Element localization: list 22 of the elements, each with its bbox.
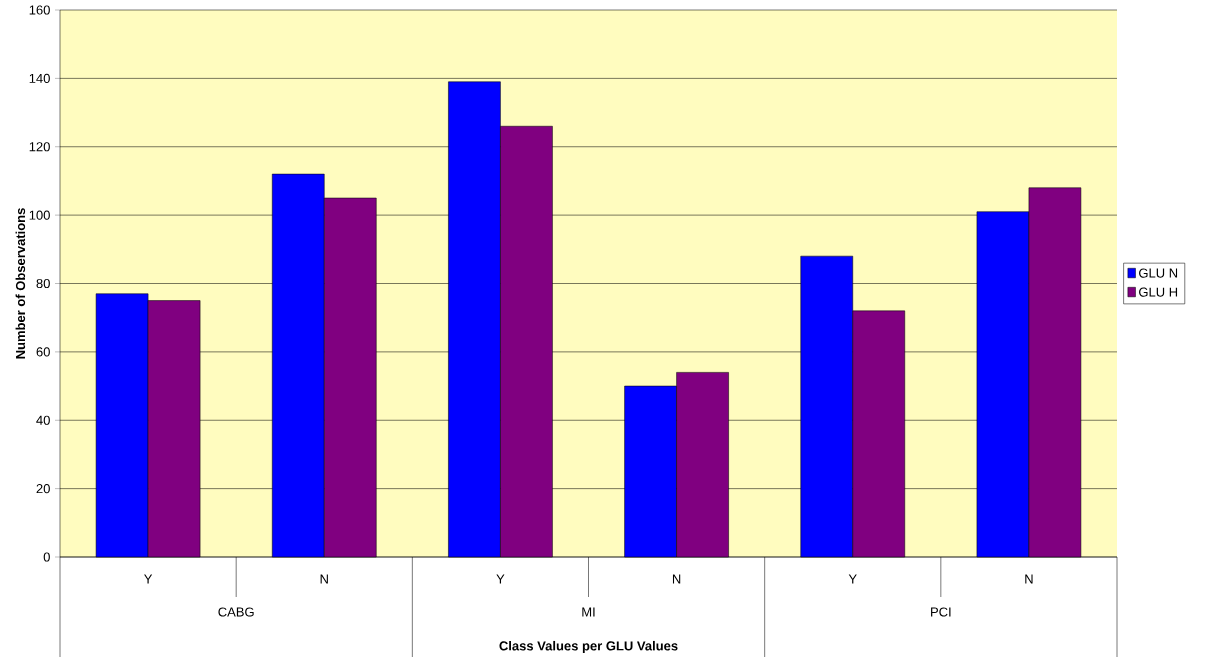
y-tick-label: 140 (29, 73, 50, 83)
x-tick-label: N (672, 574, 681, 584)
legend-label: GLU H (1139, 287, 1178, 297)
y-tick-label: 100 (29, 210, 50, 220)
text: PCI (931, 607, 951, 617)
text: CABG (218, 607, 254, 617)
y-tick-label: 80 (36, 278, 50, 289)
x-tick-label: N (1025, 574, 1033, 584)
y-tick-label: 160 (29, 5, 50, 15)
text: MI (582, 607, 595, 617)
y-tick-label: 20 (36, 484, 50, 494)
x-axis-title: Class Values per GLU Values (499, 640, 678, 654)
y-tick-label: 40 (36, 415, 50, 425)
x-tick-label: Y (144, 574, 153, 584)
y-tick-label: 60 (36, 347, 50, 357)
x-tick-label: Y (496, 574, 505, 584)
x-tick-label: N (320, 574, 328, 584)
x-tick-label: Y (848, 574, 857, 584)
y-tick-label: 0 (43, 552, 50, 562)
legend-label: GLU N (1139, 268, 1178, 278)
y-axis-title: Number of Observations (15, 208, 26, 359)
y-tick-label: 120 (29, 142, 50, 152)
